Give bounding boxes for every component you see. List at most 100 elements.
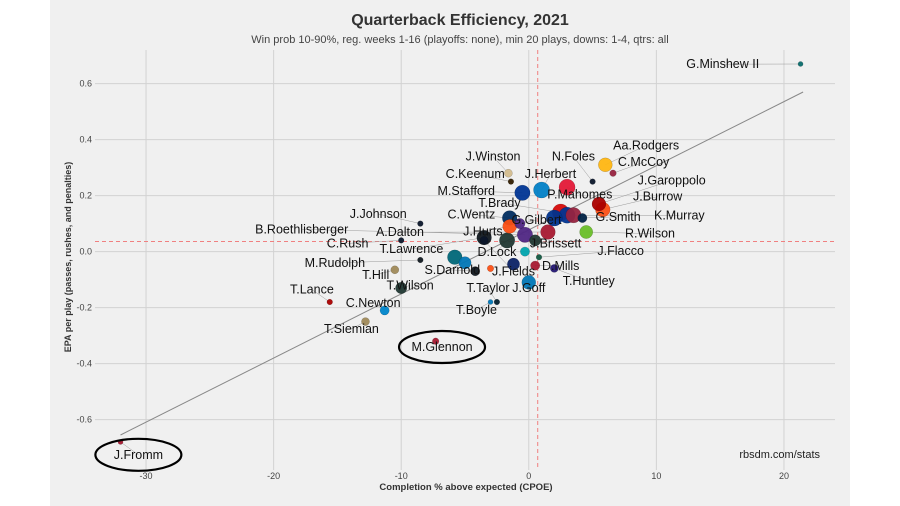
label-j-fromm: J.Fromm <box>114 448 163 462</box>
point-c-keenum <box>507 178 515 185</box>
label-t-brady: T.Brady <box>478 196 521 210</box>
label-a-dalton: A.Dalton <box>376 225 424 239</box>
point-g-smith <box>577 213 588 223</box>
point-z-wilson <box>507 257 520 271</box>
point-m-stafford <box>514 184 531 201</box>
label-g-minshew-ii: G.Minshew II <box>686 57 759 71</box>
point-t-boyle <box>487 299 494 305</box>
label-c-newton: C.Newton <box>346 296 401 310</box>
point-c-newton <box>379 305 390 316</box>
leader-j-fromm <box>120 441 139 456</box>
label-t-taylor: T.Taylor <box>466 281 509 295</box>
highlight-j-fromm <box>94 437 183 472</box>
y-tick-label: -0.2 <box>76 303 92 313</box>
label-c-wentz: C.Wentz <box>448 208 496 222</box>
point-g-gilbert <box>514 218 526 230</box>
chart-subtitle: Win prob 10-90%, reg. weeks 1-16 (playof… <box>251 34 668 46</box>
label-j-johnson: J.Johnson <box>350 207 407 221</box>
label-t-siemian: T.Siemian <box>324 322 379 336</box>
point-t-siemian <box>361 317 370 326</box>
label-g-smith: G.Smith <box>596 210 641 224</box>
leader-j-johnson <box>378 213 421 224</box>
point-c-mccoy <box>609 169 617 177</box>
leader-t-lawrence <box>411 237 485 250</box>
point-j-goff <box>521 275 537 290</box>
point-r-wilson <box>579 225 594 239</box>
point-m-jones <box>447 249 463 265</box>
label-m-glennon: M.Glennon <box>411 340 472 354</box>
label-j-winston: J.Winston <box>466 150 521 164</box>
leader-m-rudolph <box>334 259 421 264</box>
label-j-burrow: J.Burrow <box>633 190 683 204</box>
label-j-garoppolo: J.Garoppolo <box>638 173 706 187</box>
reference-lines <box>95 50 835 470</box>
label-j-hurts: J.Hurts <box>463 224 503 238</box>
point-s-darnold <box>470 266 481 277</box>
y-tick-label: 0.6 <box>79 79 92 89</box>
grid <box>95 50 835 470</box>
leader-t-boyle <box>476 301 491 310</box>
point-m-rudolph <box>417 256 424 264</box>
leader-c-keenum <box>475 173 511 182</box>
point-j-winston <box>504 168 513 178</box>
chart-title: Quarterback Efficiency, 2021 <box>351 12 569 29</box>
y-tick-label: 0.0 <box>79 247 92 257</box>
x-axis-label: Completion % above expected (CPOE) <box>379 482 552 493</box>
y-tick-label: 0.2 <box>79 191 92 201</box>
y-tick-label: -0.4 <box>76 359 92 369</box>
point-c-rush <box>398 237 405 244</box>
point-labels: G.Minshew II Aa.Rodgers C.McCoy N.Foles J.Wi… <box>114 57 759 462</box>
leader-j-burrow <box>602 196 658 210</box>
point-j-johnson <box>417 220 424 227</box>
leader-m-stafford <box>466 190 523 194</box>
x-tick-label: -20 <box>267 471 280 481</box>
point-j-flacco <box>535 254 543 261</box>
leader-c-mccoy <box>612 161 644 174</box>
y-axis-label: EPA per play (passes, rushes, and penalt… <box>63 162 73 353</box>
point-n-foles <box>589 178 596 185</box>
data-points <box>117 61 804 445</box>
label-g-gilbert: G.Gilbert <box>511 213 562 227</box>
point-m-glennon <box>432 337 440 345</box>
label-leaders <box>120 63 801 456</box>
point-l-jackson <box>486 264 495 272</box>
x-tick-label: 20 <box>779 471 789 481</box>
leader-c-rush <box>347 240 402 244</box>
leader-g-smith <box>582 216 619 219</box>
label-c-mccoy: C.McCoy <box>618 155 670 169</box>
label-b-roethlisberger: B.Roethlisberger <box>255 222 348 236</box>
point-d-mills <box>530 260 541 271</box>
label-s-darnold: S.Darnold <box>424 263 480 277</box>
point-t-wilson <box>395 282 408 294</box>
y-tick-label: -0.6 <box>76 415 92 425</box>
label-d-mills: D.Mills <box>542 259 580 273</box>
label-j-fields: J.Fields <box>492 264 535 278</box>
x-tick-label: -30 <box>140 471 153 481</box>
axis-ticks: -30 -20 -10 0 10 20 -0.6 -0.4 -0.2 0.0 0.2 0.4 0.6 <box>76 79 788 481</box>
point-j-allen <box>546 209 563 227</box>
point-b-roethlisberger <box>517 226 533 243</box>
leader-t-brady <box>499 202 561 213</box>
point-t-taylor <box>493 298 500 306</box>
label-j-herbert: J.Herbert <box>525 167 577 181</box>
point-j-brissett <box>529 234 542 247</box>
point-j-herbert <box>533 181 550 199</box>
leader-n-foles <box>573 156 593 182</box>
label-t-boyle: T.Boyle <box>456 303 497 317</box>
point-aa-rodgers <box>598 157 613 173</box>
point-g-minshew-ii <box>797 61 804 67</box>
label-p-mahomes: P.Mahomes <box>547 187 612 201</box>
label-m-stafford: M.Stafford <box>438 184 495 198</box>
label-c-rush: C.Rush <box>327 236 369 250</box>
label-r-wilson: R.Wilson <box>625 227 675 241</box>
leader-aa-rodgers <box>605 145 647 166</box>
label-aa-rodgers: Aa.Rodgers <box>613 138 679 152</box>
leader-j-garoppolo <box>598 180 672 205</box>
label-k-murray: K.Murray <box>654 209 705 223</box>
label-t-lance: T.Lance <box>290 283 334 297</box>
point-p-mahomes <box>558 178 576 196</box>
leader-t-huntley <box>554 268 589 282</box>
label-c-keenum: C.Keenum <box>446 167 505 181</box>
label-t-huntley: T.Huntley <box>563 274 616 288</box>
x-tick-label: -10 <box>395 471 408 481</box>
